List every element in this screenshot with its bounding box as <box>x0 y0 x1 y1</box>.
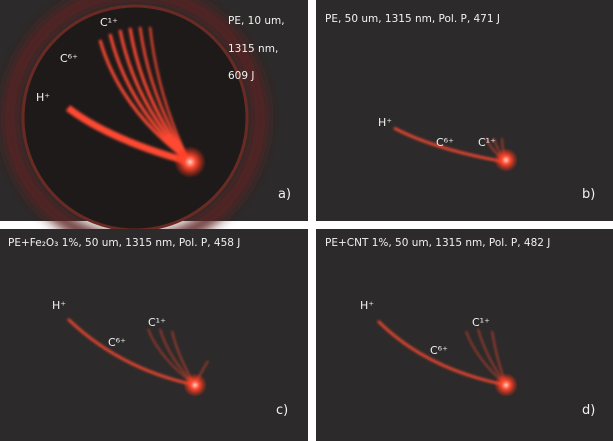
caption-line: 609 J <box>228 70 254 82</box>
label-c1: C¹⁺ <box>478 136 496 149</box>
caption-line: 1315 nm, <box>228 43 278 55</box>
spot <box>494 148 518 172</box>
spot <box>174 146 206 178</box>
caption-line: PE+CNT 1%, 50 um, 1315 nm, Pol. P, 482 J <box>325 237 550 249</box>
panel-letter: b) <box>582 187 595 202</box>
panel-letter: c) <box>276 403 288 418</box>
caption-line: PE+Fe₂O₃ 1%, 50 um, 1315 nm, Pol. P, 458… <box>8 237 240 249</box>
panel-bg <box>0 229 308 441</box>
spot <box>494 373 518 397</box>
label-h: H⁺ <box>378 116 392 129</box>
panel-d: H⁺ C⁶⁺ C¹⁺ PE+CNT 1%, 50 um, 1315 nm, Po… <box>316 229 613 441</box>
label-c6: C⁶⁺ <box>436 136 454 149</box>
panel-b: H⁺ C⁶⁺ C¹⁺ PE, 50 um, 1315 nm, Pol. P, 4… <box>316 0 613 221</box>
label-c1: C¹⁺ <box>148 316 166 329</box>
caption-line: PE, 10 um, <box>228 15 285 27</box>
label-h: H⁺ <box>36 91 50 104</box>
caption-line: PE, 50 um, 1315 nm, Pol. P, 471 J <box>325 13 500 25</box>
panel-a: C¹⁺ C⁶⁺ H⁺ PE, 10 um, 1315 nm, 609 J a) <box>0 0 308 243</box>
label-c6: C⁶⁺ <box>60 52 78 65</box>
label-h: H⁺ <box>52 299 66 312</box>
figure: C¹⁺ C⁶⁺ H⁺ PE, 10 um, 1315 nm, 609 J a) … <box>0 0 613 441</box>
label-c1: C¹⁺ <box>100 16 118 29</box>
panel-letter: d) <box>582 403 595 418</box>
panel-c: H⁺ C⁶⁺ C¹⁺ PE+Fe₂O₃ 1%, 50 um, 1315 nm, … <box>0 229 308 441</box>
label-c6: C⁶⁺ <box>430 344 448 357</box>
label-h: H⁺ <box>360 299 374 312</box>
label-c1: C¹⁺ <box>472 316 490 329</box>
panel-bg <box>316 229 613 441</box>
panel-bg <box>316 0 613 221</box>
spot <box>183 373 207 397</box>
label-c6: C⁶⁺ <box>108 336 126 349</box>
panel-letter: a) <box>278 187 291 202</box>
chamber <box>23 6 247 230</box>
